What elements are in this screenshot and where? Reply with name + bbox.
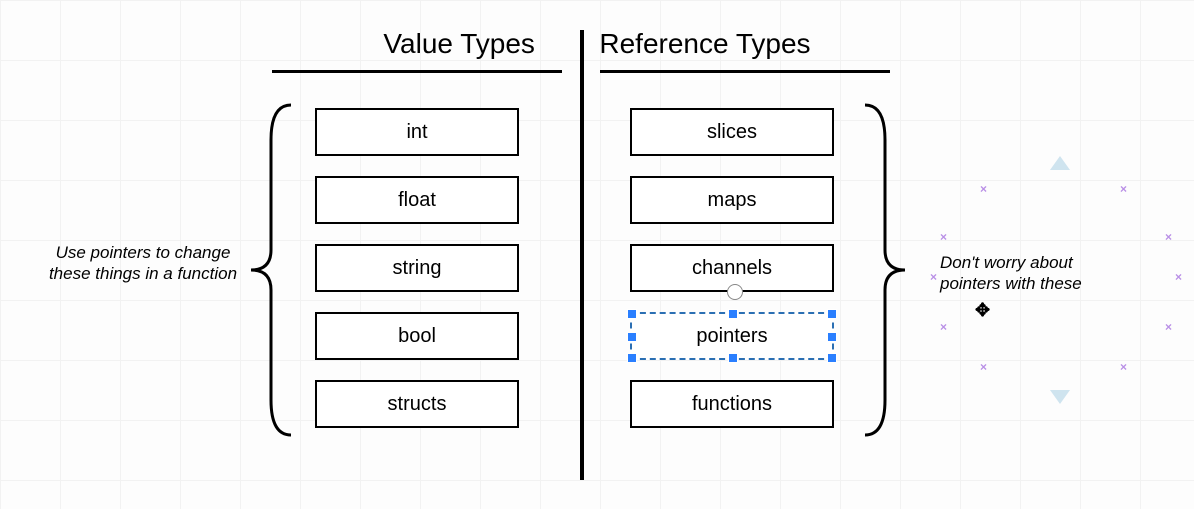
brace-right-icon bbox=[860, 100, 910, 440]
type-label: bool bbox=[398, 325, 436, 348]
move-cursor-icon: ✥ bbox=[975, 300, 990, 321]
type-label: maps bbox=[708, 189, 757, 212]
type-box-string[interactable]: string bbox=[315, 244, 519, 292]
triangle-up-icon bbox=[1050, 156, 1070, 170]
type-label: structs bbox=[388, 393, 447, 416]
selection-handle-icon[interactable] bbox=[627, 309, 637, 319]
underline-left bbox=[272, 70, 562, 73]
x-marker-icon: × bbox=[980, 360, 987, 374]
column-titles: Value Types Reference Types bbox=[0, 28, 1194, 64]
type-label: int bbox=[406, 121, 427, 144]
type-label: string bbox=[393, 257, 442, 280]
cursor-icon bbox=[727, 284, 743, 300]
center-divider bbox=[580, 30, 584, 480]
value-types-note: Use pointers to change these things in a… bbox=[48, 242, 238, 285]
x-marker-icon: × bbox=[940, 230, 947, 244]
type-box-int[interactable]: int bbox=[315, 108, 519, 156]
type-box-pointers[interactable]: pointers bbox=[630, 312, 834, 360]
type-label: float bbox=[398, 189, 436, 212]
type-box-maps[interactable]: maps bbox=[630, 176, 834, 224]
underline-right bbox=[600, 70, 890, 73]
x-marker-icon: × bbox=[980, 182, 987, 196]
selection-handle-icon[interactable] bbox=[627, 353, 637, 363]
type-box-slices[interactable]: slices bbox=[630, 108, 834, 156]
type-label: pointers bbox=[696, 325, 767, 348]
selection-handle-icon[interactable] bbox=[728, 309, 738, 319]
selection-handle-icon[interactable] bbox=[827, 332, 837, 342]
reference-types-column: slices maps channels pointers functions bbox=[630, 108, 834, 428]
type-box-float[interactable]: float bbox=[315, 176, 519, 224]
types-diagram: Value Types Reference Types int float st… bbox=[0, 0, 1194, 509]
x-marker-icon: × bbox=[1165, 230, 1172, 244]
selection-handle-icon[interactable] bbox=[827, 309, 837, 319]
value-types-title: Value Types bbox=[353, 28, 565, 64]
reference-types-title: Reference Types bbox=[569, 28, 840, 64]
brace-left-icon bbox=[246, 100, 296, 440]
type-box-bool[interactable]: bool bbox=[315, 312, 519, 360]
x-marker-icon: × bbox=[1120, 360, 1127, 374]
x-marker-icon: × bbox=[1120, 182, 1127, 196]
x-marker-icon: × bbox=[1165, 320, 1172, 334]
x-marker-icon: × bbox=[940, 320, 947, 334]
reference-types-note: Don't worry about pointers with these bbox=[940, 252, 1130, 295]
selection-handle-icon[interactable] bbox=[627, 332, 637, 342]
value-types-column: int float string bool structs bbox=[315, 108, 519, 428]
triangle-down-icon bbox=[1050, 390, 1070, 404]
type-label: slices bbox=[707, 121, 757, 144]
type-label: channels bbox=[692, 257, 772, 280]
selection-handle-icon[interactable] bbox=[827, 353, 837, 363]
x-marker-icon: × bbox=[930, 270, 937, 284]
x-marker-icon: × bbox=[1175, 270, 1182, 284]
type-box-functions[interactable]: functions bbox=[630, 380, 834, 428]
type-box-channels[interactable]: channels bbox=[630, 244, 834, 292]
type-box-structs[interactable]: structs bbox=[315, 380, 519, 428]
type-label: functions bbox=[692, 393, 772, 416]
selection-handle-icon[interactable] bbox=[728, 353, 738, 363]
